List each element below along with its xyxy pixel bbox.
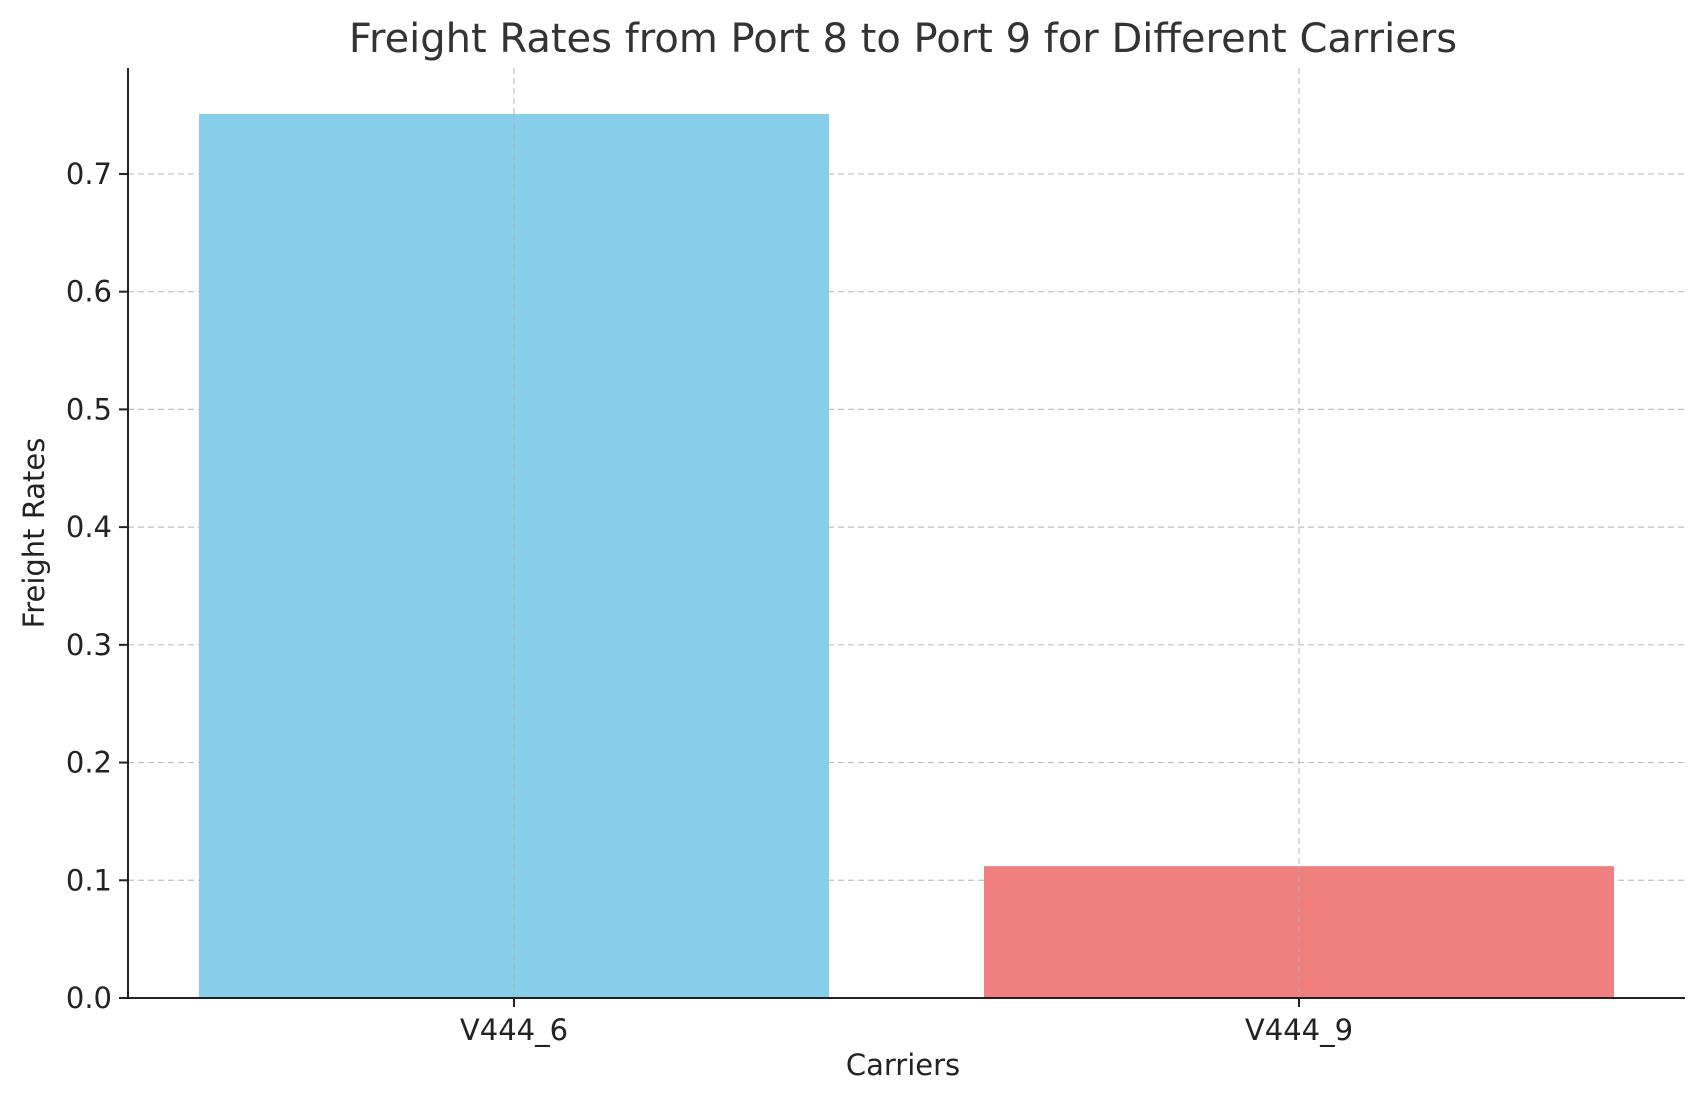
y-tick-label: 0.1 <box>66 863 112 897</box>
y-axis-label: Freight Rates <box>17 438 51 629</box>
bars <box>199 113 1614 999</box>
x-tick-label: V444_6 <box>460 1013 568 1047</box>
x-tick-label: V444_9 <box>1245 1013 1353 1047</box>
y-tick-label: 0.4 <box>66 510 112 544</box>
y-tick-label: 0.0 <box>66 981 112 1015</box>
chart-title: Freight Rates from Port 8 to Port 9 for … <box>349 16 1457 62</box>
x-axis-ticks: V444_6 V444_9 <box>460 998 1353 1047</box>
y-tick-label: 0.7 <box>66 157 112 191</box>
y-axis-ticks: 0.0 0.1 0.2 0.3 0.4 0.5 0.6 0.7 <box>66 157 128 1015</box>
y-tick-label: 0.6 <box>66 275 112 309</box>
y-tick-label: 0.5 <box>66 392 112 426</box>
x-axis-label: Carriers <box>846 1048 960 1082</box>
y-tick-label: 0.3 <box>66 628 112 662</box>
y-tick-label: 0.2 <box>66 746 112 780</box>
